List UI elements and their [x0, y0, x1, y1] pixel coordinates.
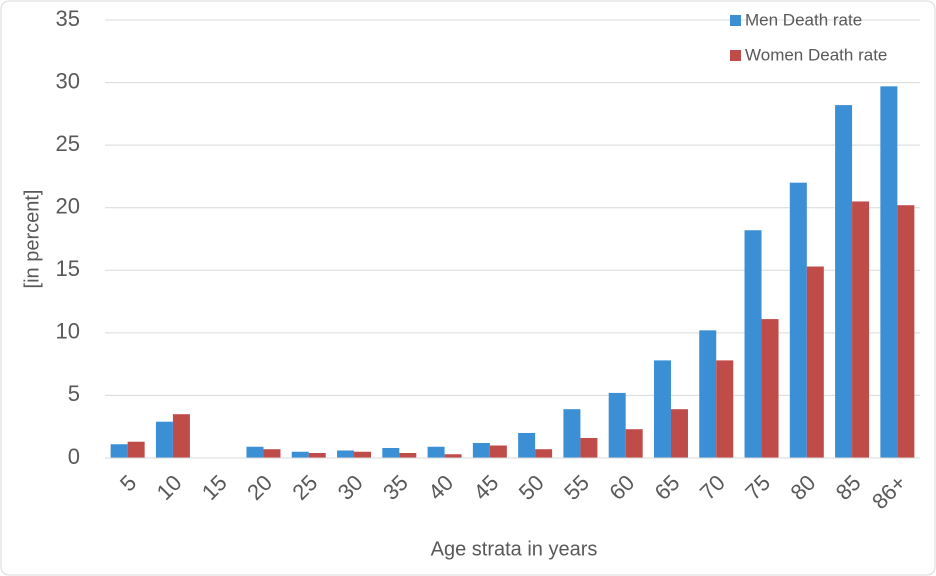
bar	[625, 429, 643, 458]
bar	[580, 437, 598, 458]
bar	[789, 182, 807, 458]
y-axis-title: [in percent]	[21, 190, 43, 289]
bar	[563, 409, 581, 458]
bar	[489, 445, 507, 458]
bar	[110, 444, 128, 458]
y-tick-label: 5	[68, 381, 80, 406]
bar	[608, 392, 626, 458]
bar	[172, 414, 190, 458]
legend-swatch	[730, 15, 741, 26]
legend-label: Women Death rate	[745, 45, 887, 64]
legend-swatch	[730, 50, 741, 61]
bar	[880, 86, 898, 458]
bar	[699, 330, 717, 458]
y-tick-label: 15	[56, 256, 80, 281]
y-tick-label: 0	[68, 444, 80, 469]
bar	[852, 201, 870, 458]
bar	[535, 449, 553, 458]
bar	[399, 452, 417, 458]
y-tick-label: 25	[56, 131, 80, 156]
bar	[835, 105, 853, 459]
bar	[337, 450, 355, 458]
bar	[127, 441, 145, 458]
bar	[354, 451, 372, 458]
bar	[427, 446, 445, 458]
bar	[291, 451, 309, 458]
bar	[308, 452, 326, 458]
bar	[716, 360, 734, 458]
y-tick-label: 35	[56, 6, 80, 31]
bar	[806, 266, 824, 458]
y-tick-label: 10	[56, 319, 80, 344]
bar	[472, 442, 490, 458]
bar	[382, 447, 400, 458]
bar	[761, 319, 779, 458]
bar	[670, 409, 688, 458]
y-tick-label: 20	[56, 194, 80, 219]
bar	[518, 432, 536, 458]
y-tick-label: 30	[56, 68, 80, 93]
bar	[653, 360, 671, 458]
bar	[246, 446, 264, 458]
bar	[444, 454, 462, 458]
bar	[897, 205, 915, 458]
legend-label: Men Death rate	[745, 10, 862, 29]
bar	[263, 449, 281, 458]
bar	[744, 230, 762, 458]
bar	[155, 421, 173, 458]
x-axis-title: Age strata in years	[431, 538, 598, 560]
